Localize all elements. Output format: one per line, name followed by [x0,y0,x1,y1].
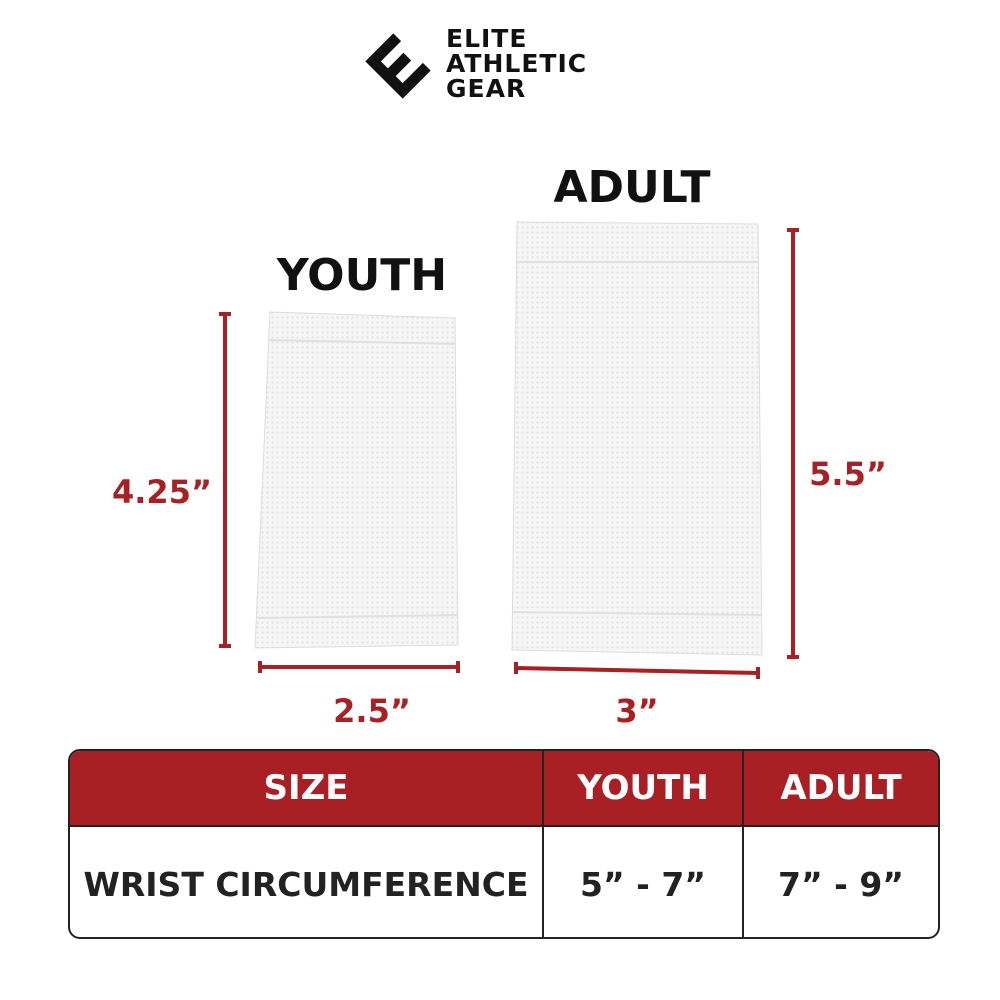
youth-sleeve-image [254,311,459,649]
header-youth: YOUTH [544,751,744,825]
youth-width-label: 2.5” [333,692,411,730]
dimension-lines [219,228,799,679]
adult-height-label: 5.5” [809,455,887,493]
brand-line: GEAR [446,74,527,103]
size-table: SIZE YOUTH ADULT WRIST CIRCUMFERENCE 5” … [68,749,940,939]
adult-width-label: 3” [615,692,659,730]
brand-name: ELITE ATHLETIC GEAR [446,26,587,101]
adult-value: 7” - 9” [778,864,904,904]
table-row: WRIST CIRCUMFERENCE 5” - 7” 7” - 9” [70,827,938,937]
youth-title: YOUTH [276,250,448,301]
adult-title: ADULT [553,162,711,213]
adult-sleeve-image [511,221,763,656]
youth-value: 5” - 7” [544,827,744,937]
brand-line: ELITE [446,24,528,53]
table-header: SIZE YOUTH ADULT [70,751,938,827]
row-label: WRIST CIRCUMFERENCE [70,827,544,937]
header-adult: ADULT [780,768,902,808]
brand-line: ATHLETIC [446,49,588,78]
youth-height-label: 4.25” [112,473,212,511]
e-logo-icon [365,33,431,99]
header-size: SIZE [70,751,544,825]
